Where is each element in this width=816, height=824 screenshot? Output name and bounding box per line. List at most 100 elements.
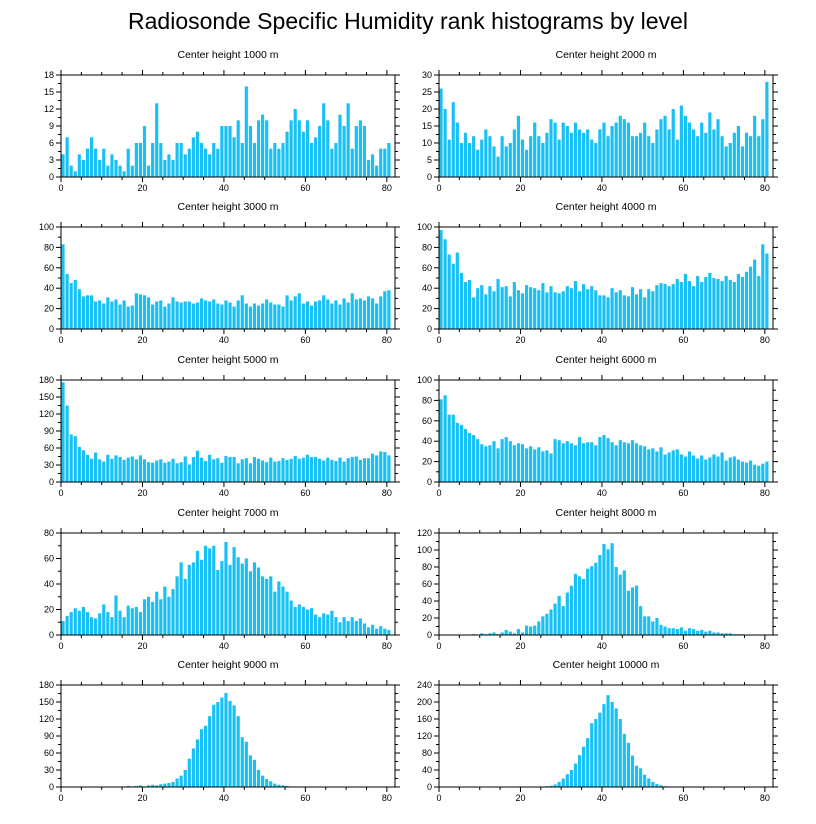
histogram-bar (366, 627, 371, 635)
histogram-bar (175, 778, 179, 787)
histogram-bar (553, 122, 557, 177)
histogram-bar (163, 783, 167, 787)
histogram-bar (126, 605, 130, 635)
histogram-bar (220, 126, 224, 177)
histogram-bar (561, 443, 565, 482)
histogram-bar (285, 295, 289, 329)
histogram-bar (94, 452, 98, 482)
histogram-bar (663, 454, 667, 482)
histogram-bar (371, 453, 375, 482)
histogram-bar (155, 785, 159, 787)
histogram-bar (537, 290, 541, 329)
histogram-bar (358, 618, 362, 635)
histogram-bar (516, 629, 521, 635)
histogram-bar (639, 606, 643, 635)
histogram-bar (569, 443, 573, 482)
histogram-bar (171, 781, 175, 787)
histogram-bar (142, 599, 147, 635)
histogram-bar (753, 464, 757, 482)
histogram-bar (375, 628, 379, 636)
histogram-bar (126, 785, 130, 787)
histogram-bar (362, 623, 367, 635)
histogram-bar (700, 122, 704, 177)
histogram-bar (277, 461, 281, 482)
histogram-bar (716, 456, 720, 482)
histogram-bar (467, 143, 472, 177)
histogram-bar (358, 298, 362, 329)
histogram-bar (488, 633, 492, 635)
histogram-bar (358, 459, 362, 482)
histogram-bar (208, 154, 212, 177)
x-tick-label: 0 (436, 641, 441, 651)
histogram-bar (309, 457, 314, 482)
histogram-bar (167, 461, 171, 482)
histogram-bar (387, 629, 391, 635)
x-tick-label: 20 (515, 488, 525, 498)
histogram-bar (220, 304, 224, 329)
histogram-bar (472, 297, 476, 329)
histogram-bar (293, 296, 297, 329)
histogram-bar (151, 784, 155, 787)
histogram-bar (744, 271, 749, 329)
x-tick-label: 20 (137, 335, 147, 345)
histogram-bar (354, 620, 358, 635)
histogram-bar (216, 702, 220, 787)
y-tick-label: 15 (44, 87, 54, 97)
histogram-bar (273, 783, 277, 787)
histogram-bar (175, 463, 179, 482)
histogram-bar (651, 621, 655, 635)
histogram-bar (626, 742, 630, 787)
histogram-bar (537, 621, 541, 635)
histogram-bar (248, 571, 252, 635)
histogram-bar (179, 562, 183, 635)
histogram-bar (252, 457, 257, 482)
histogram-bar (553, 292, 557, 329)
histogram-bar (504, 286, 508, 329)
histogram-bar (655, 451, 659, 482)
histogram-bar (232, 457, 236, 482)
histogram-bar (81, 606, 85, 635)
x-tick-label: 20 (137, 641, 147, 651)
histogram-bar (667, 628, 671, 635)
histogram-bar (598, 129, 602, 177)
histogram-bar (549, 453, 553, 482)
y-tick-label: 60 (422, 579, 432, 589)
histogram-bar (720, 452, 724, 482)
histogram-bar (208, 548, 212, 635)
histogram-bar (138, 612, 143, 635)
histogram-bar (655, 618, 659, 635)
histogram-bar (375, 455, 379, 482)
histogram-bar (191, 457, 195, 482)
histogram-bar (134, 785, 138, 787)
histogram-bar (496, 279, 500, 329)
histogram-bar (610, 288, 614, 329)
x-tick-label: 20 (137, 183, 147, 193)
histogram-bar (720, 633, 724, 635)
y-tick-label: 0 (427, 324, 432, 334)
histogram-bar (569, 288, 573, 329)
histogram-bar (480, 285, 484, 329)
x-tick-label: 40 (597, 335, 607, 345)
histogram-bar (77, 446, 81, 482)
histogram-bar (565, 286, 569, 329)
histogram-bar (122, 300, 126, 329)
histogram-bar (663, 284, 667, 329)
x-tick-label: 0 (436, 335, 441, 345)
histogram-bar (297, 120, 301, 177)
histogram-bar (216, 148, 220, 177)
histogram-bar (244, 303, 248, 329)
histogram-bar (529, 136, 533, 177)
histogram-bar (586, 129, 590, 177)
histogram-bar (586, 738, 590, 788)
histogram-bar (330, 303, 334, 329)
histogram-bar (520, 444, 525, 482)
y-tick-label: 6 (49, 138, 54, 148)
histogram-bar (175, 301, 179, 329)
y-tick-label: 30 (44, 765, 54, 775)
histogram-bar (65, 137, 69, 177)
histogram-bar (610, 543, 614, 635)
histogram-bar (330, 459, 334, 482)
histogram-bar (277, 581, 281, 635)
y-tick-label: 0 (49, 782, 54, 792)
histogram-bar (163, 462, 167, 482)
